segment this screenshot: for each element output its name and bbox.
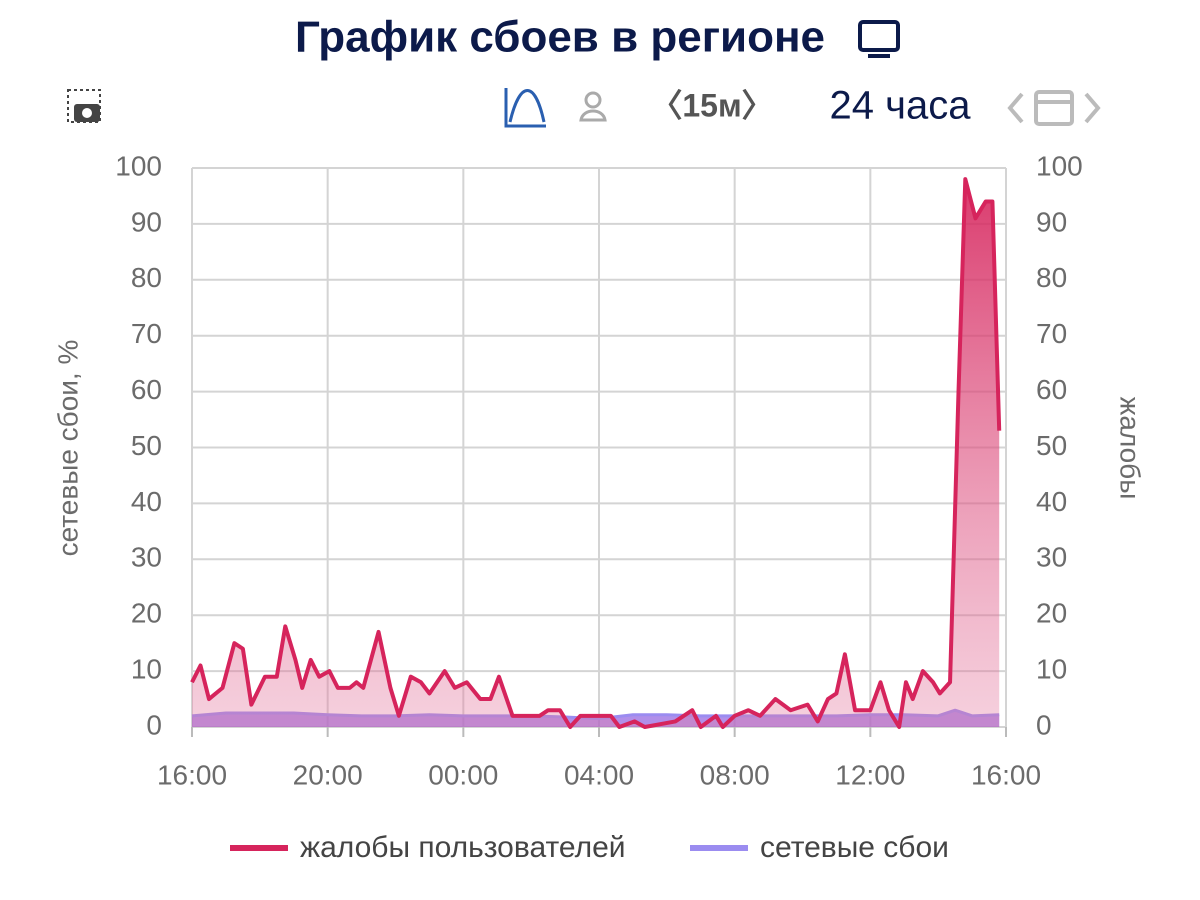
user-button[interactable] bbox=[579, 91, 607, 122]
y2-axis-title: жалобы bbox=[1115, 397, 1146, 500]
y-tick-label: 90 bbox=[131, 206, 162, 237]
y2-tick-label: 80 bbox=[1036, 262, 1067, 293]
y2-tick-label: 0 bbox=[1036, 709, 1052, 740]
y-tick-label: 40 bbox=[131, 486, 162, 517]
y2-tick-label: 20 bbox=[1036, 598, 1067, 629]
screenshot-button[interactable] bbox=[67, 89, 101, 123]
y-tick-label: 0 bbox=[146, 709, 162, 740]
series-line bbox=[190, 177, 1002, 729]
y-tick-label: 30 bbox=[131, 542, 162, 573]
y-tick-label: 50 bbox=[131, 430, 162, 461]
y-tick-label: 100 bbox=[115, 150, 162, 181]
x-tick-label: 16:00 bbox=[971, 759, 1041, 790]
y2-tick-label: 30 bbox=[1036, 542, 1067, 573]
y2-tick-label: 40 bbox=[1036, 486, 1067, 517]
y-tick-label: 60 bbox=[131, 374, 162, 405]
legend-label: жалобы пользователей bbox=[300, 831, 626, 864]
x-tick-label: 12:00 bbox=[835, 759, 905, 790]
x-tick-label: 08:00 bbox=[700, 759, 770, 790]
y2-tick-label: 50 bbox=[1036, 430, 1067, 461]
series-area bbox=[192, 179, 1000, 727]
calendar-button[interactable] bbox=[1007, 90, 1101, 126]
y-tick-label: 80 bbox=[131, 262, 162, 293]
screen-icon bbox=[858, 20, 900, 58]
y-axis-title: сетевые сбои, % bbox=[52, 340, 83, 557]
interval-button[interactable]: 〈15м〉 bbox=[650, 87, 773, 123]
y-tick-label: 70 bbox=[131, 318, 162, 349]
y-tick-label: 10 bbox=[131, 653, 162, 684]
range-label: 24 часа bbox=[830, 84, 972, 128]
chart-type-button[interactable] bbox=[504, 88, 546, 128]
chart-title: График сбоев в регионе bbox=[295, 13, 825, 62]
x-tick-label: 04:00 bbox=[564, 759, 634, 790]
y-tick-label: 20 bbox=[131, 598, 162, 629]
legend-label: сетевые сбои bbox=[760, 831, 949, 864]
y2-tick-label: 70 bbox=[1036, 318, 1067, 349]
y2-tick-label: 10 bbox=[1036, 653, 1067, 684]
y2-tick-label: 90 bbox=[1036, 206, 1067, 237]
x-tick-label: 16:00 bbox=[157, 759, 227, 790]
x-tick-label: 20:00 bbox=[293, 759, 363, 790]
x-tick-label: 00:00 bbox=[428, 759, 498, 790]
y2-tick-label: 100 bbox=[1036, 150, 1083, 181]
y2-tick-label: 60 bbox=[1036, 374, 1067, 405]
